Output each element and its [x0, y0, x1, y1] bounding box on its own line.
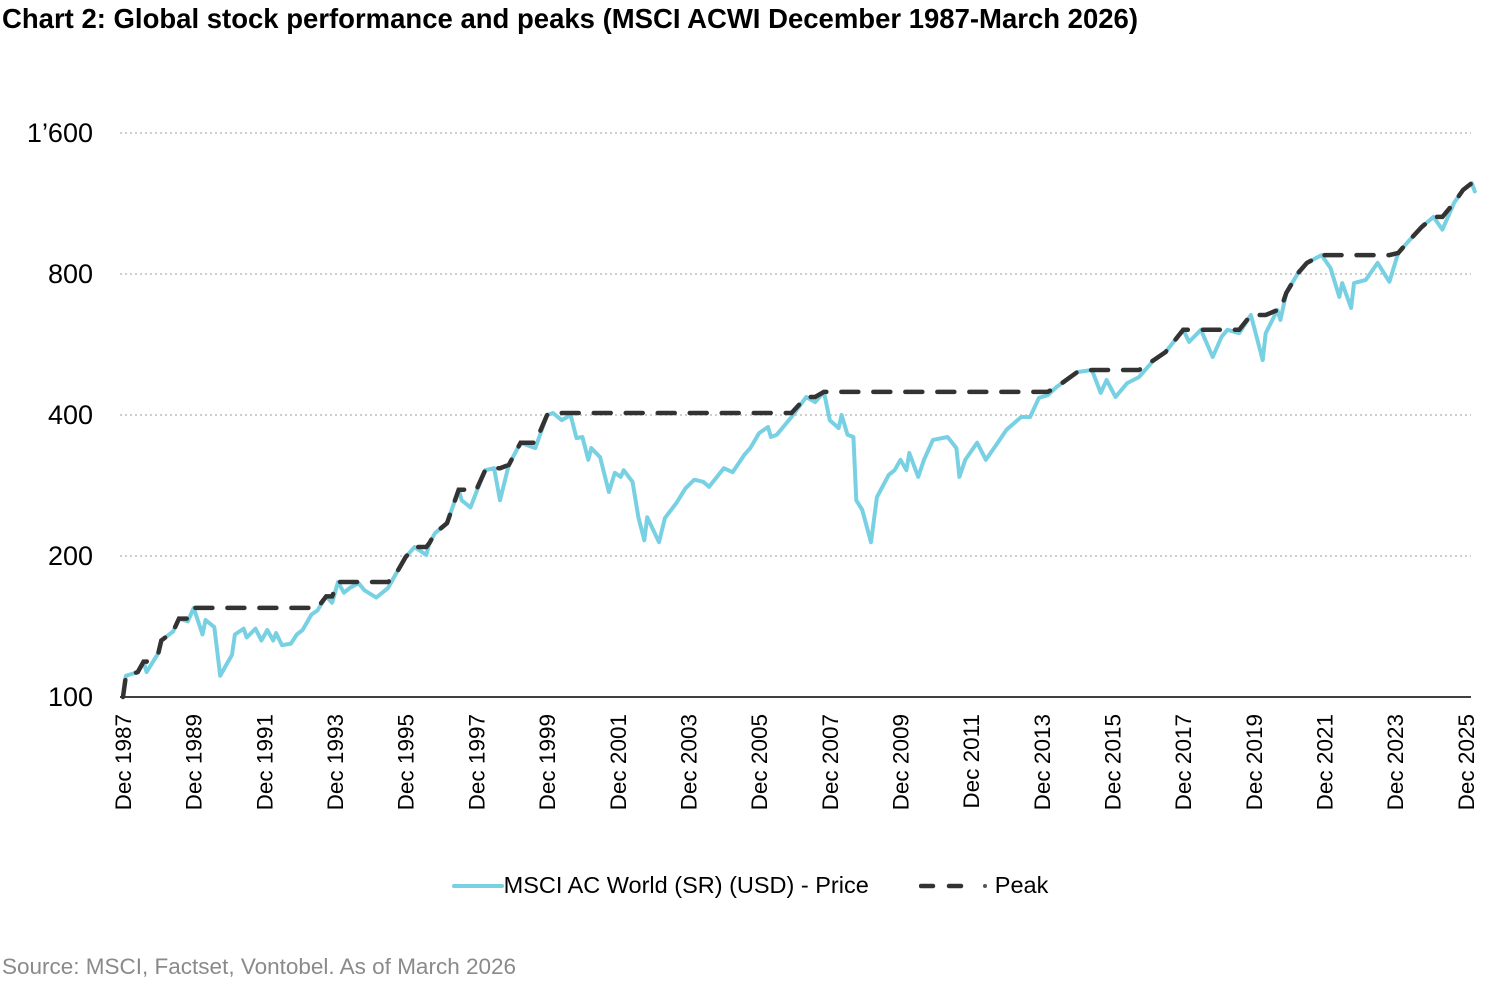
x-tick-label: Dec 2023 — [1383, 714, 1408, 810]
x-tick-label: Dec 2017 — [1171, 714, 1196, 810]
x-tick-label: Dec 2025 — [1454, 714, 1479, 810]
x-tick-label: Dec 2003 — [676, 714, 701, 810]
series-line-price — [121, 181, 1477, 699]
x-tick-label: Dec 2007 — [818, 714, 843, 810]
y-tick-label: 400 — [48, 400, 93, 430]
legend: MSCI AC World (SR) (USD) - Price Peak — [0, 872, 1500, 899]
x-tick-label: Dec 2013 — [1030, 714, 1055, 810]
legend-label-peak: Peak — [994, 872, 1049, 898]
gridlines — [120, 132, 1471, 557]
x-tick-label: Dec 2011 — [959, 714, 984, 809]
legend-item-peak: Peak — [869, 872, 1049, 899]
x-tick-label: Dec 1995 — [394, 714, 419, 810]
x-tick-label: Dec 2021 — [1313, 714, 1338, 810]
source-note: Source: MSCI, Factset, Vontobel. As of M… — [2, 954, 517, 979]
x-axis-tick-labels: Dec 1987 Dec 1989 Dec 1991 Dec 1993 Dec 1995… — [111, 714, 1479, 810]
series-line-peak — [120, 180, 1478, 700]
y-tick-label: 800 — [48, 259, 93, 289]
y-axis-tick-labels: 100 200 400 800 1’600 — [27, 118, 93, 712]
chart-title: Chart 2: Global stock performance and pe… — [2, 3, 1139, 34]
legend-swatch-price-line — [451, 883, 504, 888]
x-tick-label: Dec 1999 — [535, 714, 560, 810]
x-tick-label: Dec 1987 — [111, 714, 136, 810]
x-tick-label: Dec 2019 — [1242, 714, 1267, 810]
x-tick-label: Dec 1989 — [182, 714, 207, 810]
y-tick-label: 100 — [48, 682, 93, 712]
y-tick-label: 200 — [48, 541, 93, 571]
x-tick-label: Dec 1991 — [252, 714, 277, 810]
legend-swatch-peak-dashed-line — [918, 883, 987, 888]
x-tick-label: Dec 2015 — [1101, 714, 1126, 810]
x-tick-label: Dec 2001 — [606, 714, 631, 810]
x-tick-label: Dec 1997 — [464, 714, 489, 810]
legend-item-price: MSCI AC World (SR) (USD) - Price — [451, 872, 869, 899]
x-tick-label: Dec 2009 — [888, 714, 913, 810]
x-tick-label: Dec 2005 — [747, 714, 772, 810]
legend-label-price: MSCI AC World (SR) (USD) - Price — [503, 872, 869, 898]
x-tick-label: Dec 1993 — [323, 714, 348, 810]
price-data-points — [123, 183, 1475, 697]
y-tick-label: 1’600 — [27, 118, 93, 148]
